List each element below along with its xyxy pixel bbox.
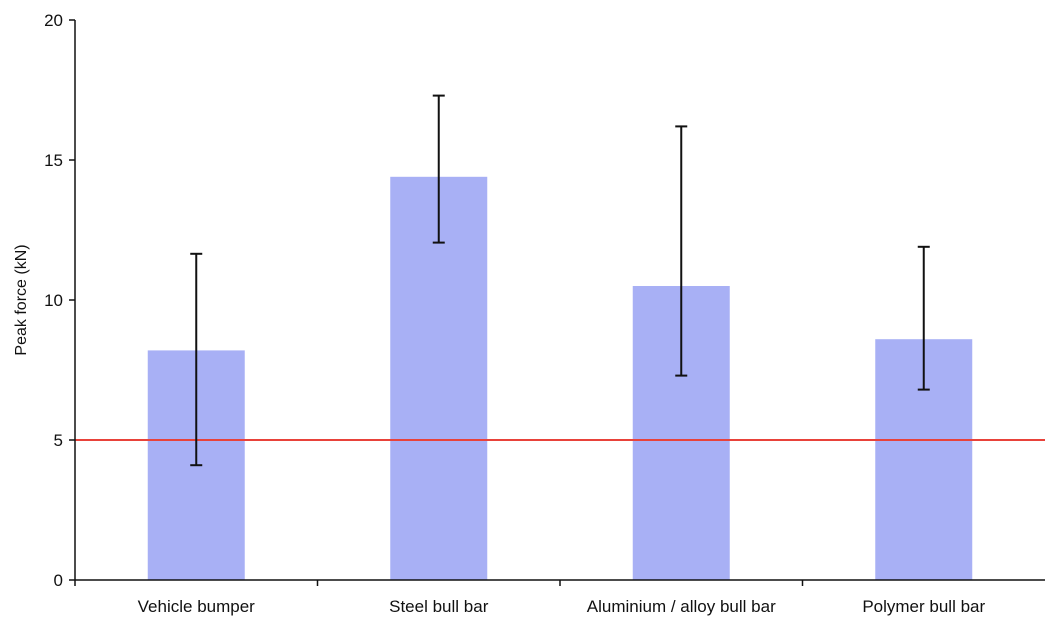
error-bar [432, 94, 445, 244]
y-tick-label: 0 [54, 571, 63, 590]
error-bar [675, 125, 688, 377]
x-category-label: Steel bull bar [389, 597, 489, 616]
y-tick-label: 20 [44, 11, 63, 30]
y-tick-label: 15 [44, 151, 63, 170]
y-axis-title: Peak force (kN) [13, 244, 30, 355]
y-tick-label: 5 [54, 431, 63, 450]
error-bars-layer [190, 94, 930, 467]
bars-layer [147, 176, 973, 581]
y-tick-label: 10 [44, 291, 63, 310]
x-category-label: Polymer bull bar [862, 597, 985, 616]
x-category-label: Aluminium / alloy bull bar [587, 597, 776, 616]
bar [390, 176, 488, 581]
y-ticks: 0 5 10 15 20 [44, 11, 75, 590]
error-bar [917, 245, 930, 391]
error-bar [190, 252, 203, 467]
x-category-label: Vehicle bumper [138, 597, 256, 616]
x-ticks: Vehicle bumper Steel bull bar Aluminium / … [74, 580, 986, 616]
